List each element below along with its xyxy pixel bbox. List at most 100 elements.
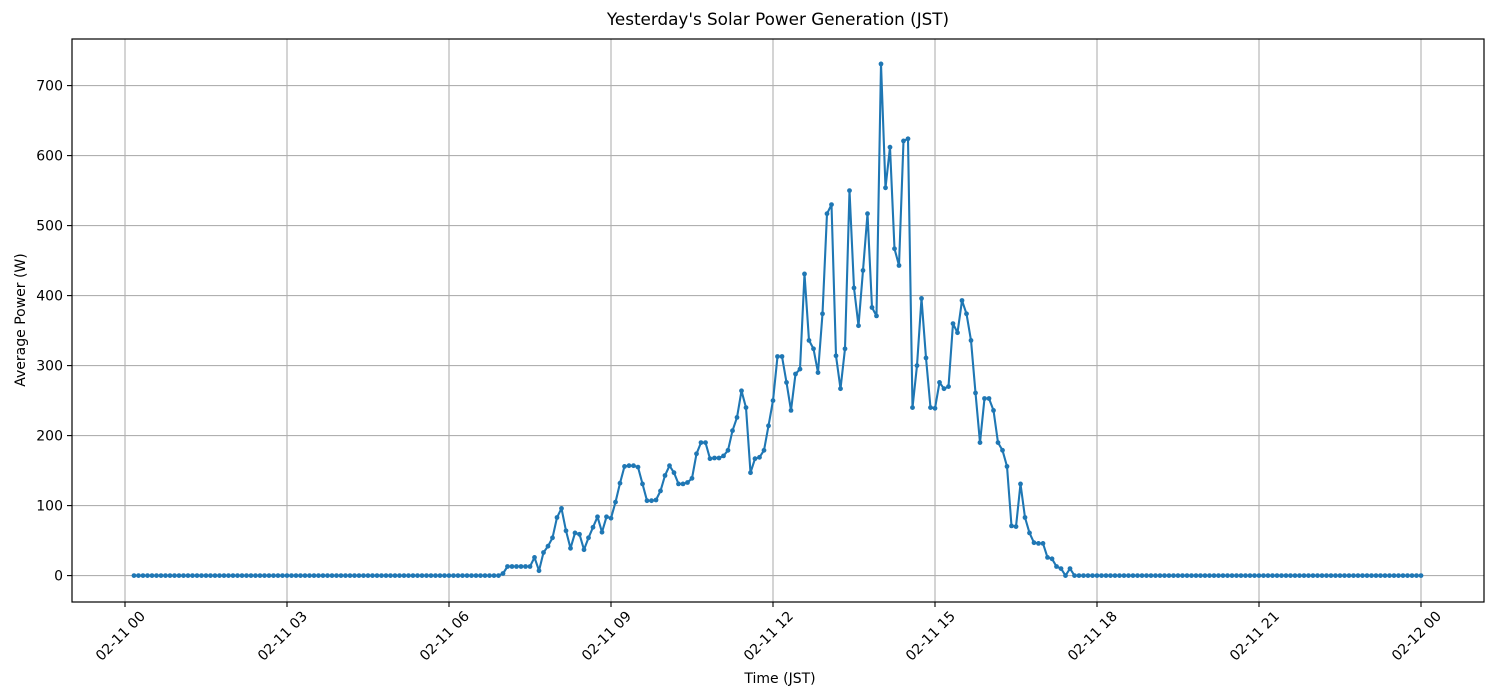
data-point xyxy=(739,388,744,394)
data-point xyxy=(1112,573,1118,578)
data-point xyxy=(325,573,330,578)
data-point xyxy=(235,573,240,578)
data-point xyxy=(167,573,173,578)
data-point xyxy=(1175,573,1181,578)
data-point xyxy=(208,573,213,578)
data-point xyxy=(1022,515,1028,520)
data-point xyxy=(631,463,636,469)
data-point xyxy=(1090,573,1095,578)
data-point xyxy=(217,573,222,578)
data-point xyxy=(1166,573,1172,578)
data-point xyxy=(1324,573,1329,578)
data-point xyxy=(1018,481,1023,487)
grid-layer xyxy=(72,39,1484,602)
data-point xyxy=(779,354,785,359)
data-point xyxy=(271,573,276,578)
data-point xyxy=(554,515,560,520)
data-point xyxy=(613,499,618,505)
data-point xyxy=(1270,573,1275,578)
data-point xyxy=(469,573,474,578)
data-point xyxy=(518,564,524,569)
data-point xyxy=(901,138,906,144)
data-point xyxy=(1009,523,1014,529)
data-point xyxy=(1000,447,1005,453)
data-point xyxy=(667,463,672,469)
data-point xyxy=(1238,573,1244,578)
x-tick-label: 02-11 21 xyxy=(1227,609,1283,665)
data-point xyxy=(482,573,488,578)
data-point xyxy=(1301,573,1307,578)
data-point xyxy=(316,573,321,578)
data-point xyxy=(775,354,780,359)
data-point xyxy=(1351,573,1356,578)
series-layer xyxy=(131,61,1424,578)
data-point xyxy=(653,497,659,503)
data-point xyxy=(464,573,470,578)
data-point xyxy=(568,545,573,551)
data-point xyxy=(536,568,542,574)
data-point xyxy=(496,573,501,578)
data-point xyxy=(1117,573,1122,578)
data-point xyxy=(253,573,258,578)
data-point xyxy=(757,454,762,460)
data-point xyxy=(262,573,267,578)
data-point xyxy=(793,371,798,377)
data-point xyxy=(379,573,384,578)
data-point xyxy=(478,573,483,578)
data-point xyxy=(320,573,326,578)
data-point xyxy=(712,455,717,461)
data-point xyxy=(1400,573,1406,578)
data-point xyxy=(338,573,344,578)
data-point xyxy=(770,398,776,403)
data-point xyxy=(1328,573,1334,578)
x-tick-label: 02-11 18 xyxy=(1065,609,1121,665)
data-point xyxy=(748,470,753,476)
data-point xyxy=(563,528,569,534)
data-point xyxy=(752,456,758,462)
data-point xyxy=(280,573,285,578)
data-point xyxy=(500,571,506,576)
data-point xyxy=(725,447,731,453)
data-point xyxy=(370,573,375,578)
data-point xyxy=(356,573,362,578)
x-tick-label: 02-12 00 xyxy=(1389,609,1445,665)
data-point xyxy=(1004,464,1010,469)
data-point xyxy=(941,386,947,392)
data-point xyxy=(397,573,402,578)
data-point xyxy=(676,481,681,487)
data-point xyxy=(1171,573,1176,578)
data-point xyxy=(599,529,605,535)
power-series-line xyxy=(132,62,1423,577)
data-point xyxy=(284,573,290,578)
data-point xyxy=(1108,573,1113,578)
data-point xyxy=(329,573,335,578)
data-point xyxy=(388,573,393,578)
data-point xyxy=(1337,573,1343,578)
data-point xyxy=(892,246,897,252)
data-point xyxy=(257,573,263,578)
data-point xyxy=(401,573,407,578)
data-point xyxy=(968,338,974,343)
data-point xyxy=(424,573,429,578)
data-point xyxy=(860,268,866,273)
data-point xyxy=(289,573,294,578)
data-point xyxy=(608,515,614,521)
data-point xyxy=(163,573,168,578)
data-point xyxy=(865,211,870,217)
data-point xyxy=(694,451,699,457)
data-point xyxy=(154,573,159,578)
data-point xyxy=(1396,573,1401,578)
data-point xyxy=(541,550,546,555)
data-point xyxy=(221,573,227,578)
data-point xyxy=(896,263,902,268)
data-point xyxy=(1315,573,1320,578)
data-point xyxy=(347,573,353,578)
data-point xyxy=(1139,573,1145,578)
y-tick-label: 200 xyxy=(36,428,63,444)
data-point xyxy=(455,573,461,578)
data-point xyxy=(644,498,650,504)
data-point xyxy=(703,440,708,445)
data-point xyxy=(131,573,137,578)
x-tick-label: 02-11 00 xyxy=(93,609,149,665)
